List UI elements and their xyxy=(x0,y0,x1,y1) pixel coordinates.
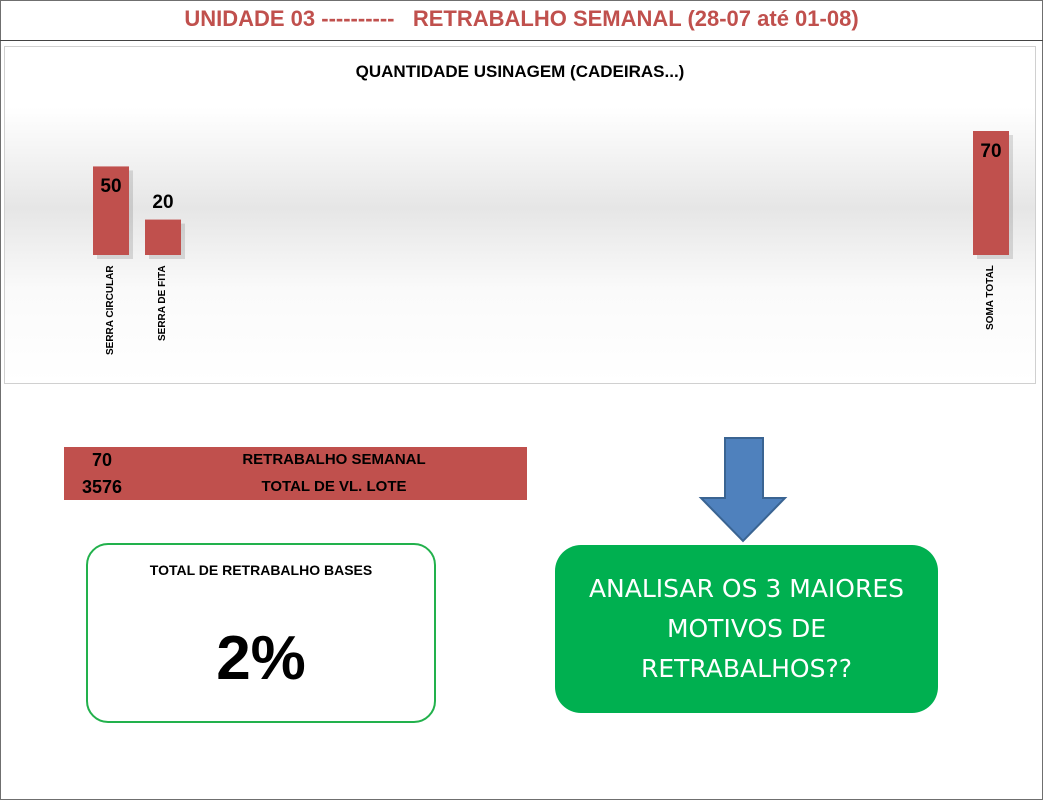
summary-row-lot: 3576 TOTAL DE VL. LOTE xyxy=(64,474,527,500)
chart-plot xyxy=(93,131,1013,259)
summary-row-weekly: 70 RETRABALHO SEMANAL xyxy=(64,447,527,473)
down-arrow-icon xyxy=(698,437,788,543)
summary-bar: 70 RETRABALHO SEMANAL 3576 TOTAL DE VL. … xyxy=(64,447,527,500)
category-label: SERRA CIRCULAR xyxy=(105,265,116,355)
summary-value-lot: 3576 xyxy=(81,477,123,497)
kpi-label: TOTAL DE RETRABALHO BASES xyxy=(149,562,373,578)
bar-soma-total xyxy=(973,131,1009,255)
action-text: ANALISAR OS 3 MAIORES MOTIVOS DE RETRABA… xyxy=(588,574,905,683)
kpi-box: TOTAL DE RETRABALHO BASES 2% xyxy=(86,543,436,723)
bar-value-label: 50 xyxy=(100,176,122,198)
summary-value-weekly: 70 xyxy=(91,450,113,470)
page-title: UNIDADE 03 ---------- RETRABALHO SEMANAL… xyxy=(184,6,859,31)
action-box: ANALISAR OS 3 MAIORES MOTIVOS DE RETRABA… xyxy=(555,545,938,713)
category-label: SOMA TOTAL xyxy=(985,265,996,330)
summary-label-weekly: RETRABALHO SEMANAL xyxy=(242,451,426,468)
bar-serra-de-fita xyxy=(145,219,181,255)
kpi-value: 2% xyxy=(216,624,306,693)
category-label: SERRA DE FITA xyxy=(157,265,168,341)
chart-title: QUANTIDADE USINAGEM (CADEIRAS...) xyxy=(355,62,685,81)
bar-serra-circular xyxy=(93,166,129,255)
summary-label-lot: TOTAL DE VL. LOTE xyxy=(261,478,407,495)
title-divider xyxy=(0,40,1043,41)
bar-value-label: 70 xyxy=(980,141,1002,162)
bar-chart: QUANTIDADE USINAGEM (CADEIRAS...) 50 SERR… xyxy=(4,46,1036,384)
bar-value-label: 20 xyxy=(152,191,174,213)
